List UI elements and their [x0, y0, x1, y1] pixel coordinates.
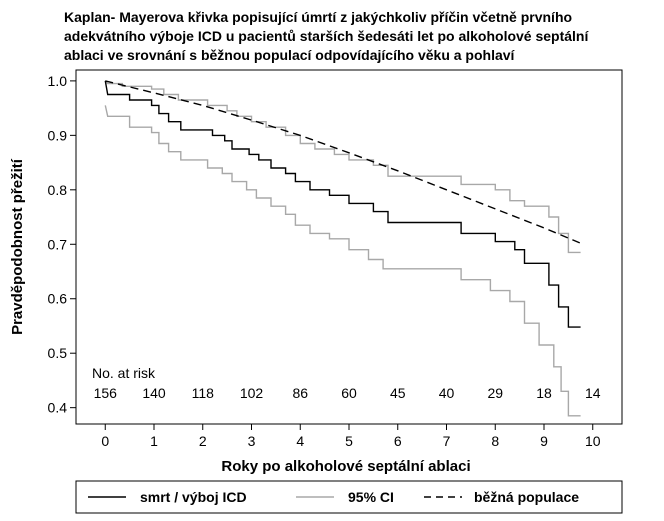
- x-tick-label: 8: [491, 433, 499, 449]
- x-tick-label: 5: [345, 433, 353, 449]
- at-risk-count: 45: [390, 385, 406, 401]
- y-tick-label: 0.8: [48, 182, 68, 198]
- x-tick-label: 9: [540, 433, 548, 449]
- y-tick-label: 0.7: [48, 236, 68, 252]
- legend-label-population: běžná populace: [474, 489, 579, 505]
- legend: smrt / výboj ICD 95% CI běžná populace: [75, 480, 623, 514]
- y-axis-ticks: 0.4 0.5 0.6 0.7 0.8 0.9 1.0: [48, 73, 76, 416]
- y-tick-label: 0.4: [48, 400, 68, 416]
- x-tick-label: 10: [585, 433, 601, 449]
- legend-box: [75, 480, 623, 514]
- title-line-3: ablaci ve srovnání s běžnou populací odp…: [64, 47, 516, 63]
- at-risk-count: 102: [240, 385, 264, 401]
- legend-label-ci: 95% CI: [348, 489, 394, 505]
- x-tick-label: 3: [248, 433, 256, 449]
- at-risk-count: 29: [487, 385, 503, 401]
- at-risk-count: 156: [94, 385, 118, 401]
- y-tick-label: 0.6: [48, 291, 68, 307]
- at-risk-count: 40: [439, 385, 455, 401]
- x-tick-label: 6: [394, 433, 402, 449]
- at-risk-count: 14: [585, 385, 601, 401]
- x-axis-ticks: 0 1 2 3 4 5 6 7 8 9 10: [101, 424, 601, 449]
- x-tick-label: 1: [150, 433, 158, 449]
- series-line: [105, 80, 581, 244]
- at-risk-count: 18: [536, 385, 552, 401]
- at-risk-count: 118: [192, 385, 215, 401]
- y-tick-label: 0.9: [48, 127, 68, 143]
- x-tick-label: 7: [443, 433, 451, 449]
- title-line-2: adekvátního výboje ICD u pacientů starší…: [64, 28, 589, 44]
- series-line: [104, 80, 581, 254]
- x-tick-label: 0: [101, 433, 109, 449]
- x-axis-title: Roky po alkoholové septální ablaci: [221, 458, 470, 475]
- y-axis-title: Pravděpodobnost přežití: [9, 158, 26, 335]
- x-tick-label: 2: [199, 433, 207, 449]
- series-layer: [104, 80, 581, 417]
- legend-label-km: smrt / výboj ICD: [140, 489, 247, 505]
- y-tick-label: 1.0: [48, 73, 68, 89]
- at-risk-count: 86: [292, 385, 308, 401]
- x-tick-label: 4: [296, 433, 304, 449]
- title-line-1: Kaplan- Mayerova křivka popisující úmrtí…: [64, 9, 572, 25]
- chart-title: Kaplan- Mayerova křivka popisující úmrtí…: [64, 9, 589, 63]
- series-line: [104, 80, 581, 328]
- at-risk-table: No. at risk 156 140 118 102 86 60 45 40 29 18 14: [92, 365, 601, 401]
- y-tick-label: 0.5: [48, 345, 68, 361]
- series-line: [104, 105, 581, 417]
- at-risk-count: 60: [341, 385, 357, 401]
- at-risk-label: No. at risk: [92, 365, 156, 381]
- at-risk-count: 140: [142, 385, 166, 401]
